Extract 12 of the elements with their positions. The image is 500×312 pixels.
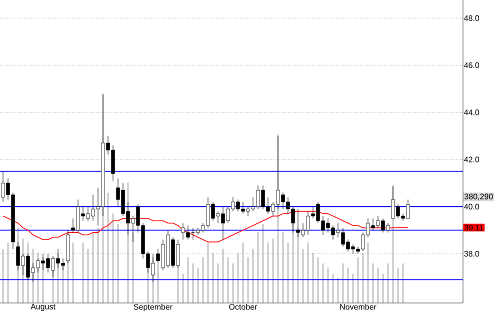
y-tick-label: 42.0 xyxy=(464,156,480,162)
x-tick-label: November xyxy=(340,304,376,310)
x-tick-label: October xyxy=(229,304,258,310)
text: 39.11 xyxy=(464,224,484,230)
y-tick-label: 48.0 xyxy=(464,15,480,21)
y-tick-label: 46.0 xyxy=(464,62,480,68)
x-tick-label: August xyxy=(30,304,56,312)
y-tick-label: 40.0 xyxy=(464,204,480,210)
y-tick-label: 44.0 xyxy=(464,110,480,116)
text: 380,290 xyxy=(464,194,493,200)
y-tick-label: 38.0 xyxy=(464,250,480,257)
x-tick-label: September xyxy=(134,304,172,312)
